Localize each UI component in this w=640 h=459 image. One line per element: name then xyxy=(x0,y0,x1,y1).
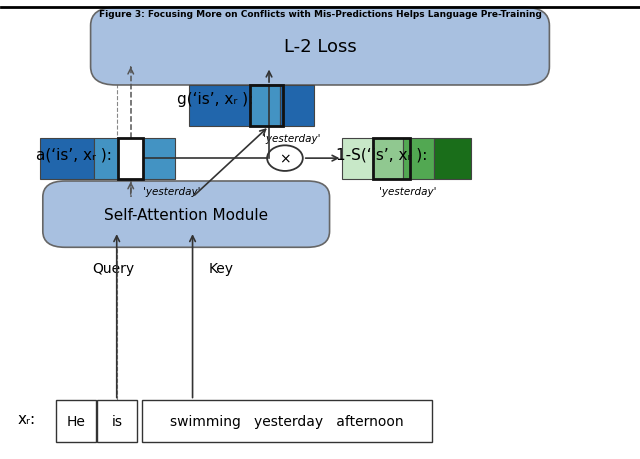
FancyBboxPatch shape xyxy=(91,8,549,86)
FancyBboxPatch shape xyxy=(40,138,94,179)
FancyBboxPatch shape xyxy=(118,138,143,179)
FancyBboxPatch shape xyxy=(373,138,403,179)
FancyBboxPatch shape xyxy=(189,86,250,127)
Text: He: He xyxy=(66,414,85,428)
Text: 'yesterday': 'yesterday' xyxy=(379,186,436,196)
FancyBboxPatch shape xyxy=(403,138,434,179)
Text: Self-Attention Module: Self-Attention Module xyxy=(104,207,268,222)
FancyBboxPatch shape xyxy=(94,138,118,179)
Text: 'yesterday': 'yesterday' xyxy=(143,186,200,196)
FancyBboxPatch shape xyxy=(141,401,431,442)
FancyBboxPatch shape xyxy=(250,86,280,127)
Text: xᵣ:: xᵣ: xyxy=(17,411,35,426)
Text: swimming   yesterday   afternoon: swimming yesterday afternoon xyxy=(170,414,403,428)
FancyBboxPatch shape xyxy=(43,182,330,248)
FancyBboxPatch shape xyxy=(97,401,137,442)
FancyBboxPatch shape xyxy=(434,138,471,179)
FancyBboxPatch shape xyxy=(280,86,314,127)
Text: g(‘is’, xᵣ ):: g(‘is’, xᵣ ): xyxy=(177,92,253,107)
Text: is: is xyxy=(111,414,122,428)
Text: Key: Key xyxy=(209,261,234,275)
Text: Figure 3: Focusing More on Conflicts with Mis-Predictions Helps Language Pre-Tra: Figure 3: Focusing More on Conflicts wit… xyxy=(99,10,541,19)
Text: 'yesterday': 'yesterday' xyxy=(262,134,320,144)
FancyBboxPatch shape xyxy=(56,401,96,442)
Text: 1-S(‘is’, xᵣ ):: 1-S(‘is’, xᵣ ): xyxy=(336,147,428,162)
Text: ×: × xyxy=(279,152,291,166)
Text: a(‘is’, xᵣ ):: a(‘is’, xᵣ ): xyxy=(36,147,112,162)
FancyBboxPatch shape xyxy=(118,138,143,179)
Text: L-2 Loss: L-2 Loss xyxy=(284,38,356,56)
FancyBboxPatch shape xyxy=(342,138,373,179)
FancyBboxPatch shape xyxy=(143,138,175,179)
Text: Query: Query xyxy=(92,261,134,275)
